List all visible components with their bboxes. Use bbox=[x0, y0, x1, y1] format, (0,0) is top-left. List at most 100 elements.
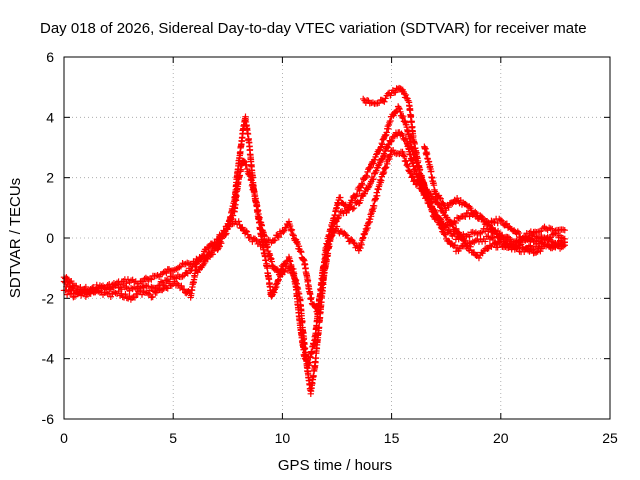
data-point bbox=[376, 159, 384, 166]
data-point bbox=[204, 255, 211, 263]
data-point bbox=[357, 184, 365, 191]
data-point bbox=[378, 156, 385, 163]
data-point bbox=[382, 164, 390, 171]
data-point bbox=[232, 201, 239, 208]
data-point bbox=[403, 162, 410, 169]
x-tick-label: 5 bbox=[169, 430, 177, 446]
data-point bbox=[369, 208, 377, 215]
data-point bbox=[122, 290, 129, 298]
data-point bbox=[148, 276, 155, 283]
data-point bbox=[146, 275, 154, 282]
data-point bbox=[174, 280, 181, 287]
data-point bbox=[328, 233, 335, 240]
data-point bbox=[463, 242, 471, 249]
data-point bbox=[235, 218, 242, 225]
data-point bbox=[515, 229, 523, 237]
data-point bbox=[485, 245, 492, 252]
data-point bbox=[274, 232, 281, 239]
data-point bbox=[409, 173, 417, 181]
data-point bbox=[497, 216, 504, 224]
data-point bbox=[152, 272, 160, 280]
data-point bbox=[68, 277, 75, 285]
data-point bbox=[494, 244, 501, 251]
x-tick-label: 25 bbox=[602, 430, 618, 446]
data-point bbox=[466, 233, 473, 240]
data-point bbox=[561, 238, 568, 246]
series-track-5 bbox=[421, 143, 568, 257]
data-point bbox=[73, 282, 80, 290]
data-point bbox=[298, 248, 305, 256]
data-point bbox=[466, 213, 473, 220]
data-point bbox=[87, 290, 94, 297]
data-point bbox=[561, 226, 568, 234]
data-point bbox=[280, 228, 287, 236]
data-point bbox=[342, 231, 349, 238]
data-point bbox=[371, 156, 379, 164]
data-point bbox=[524, 233, 532, 241]
data-point bbox=[411, 177, 418, 184]
data-point bbox=[254, 207, 262, 214]
data-point bbox=[416, 166, 424, 173]
data-point bbox=[359, 181, 366, 189]
data-point bbox=[397, 108, 404, 116]
data-point bbox=[180, 286, 188, 293]
data-point bbox=[286, 258, 294, 265]
data-point bbox=[445, 203, 452, 211]
data-point bbox=[240, 157, 247, 165]
data-point bbox=[308, 294, 315, 302]
data-point bbox=[455, 229, 463, 236]
data-point bbox=[318, 287, 325, 294]
data-point bbox=[399, 131, 406, 139]
data-point bbox=[514, 228, 521, 235]
data-point bbox=[407, 169, 415, 177]
data-point bbox=[409, 172, 416, 180]
data-point bbox=[298, 332, 306, 340]
data-point bbox=[154, 282, 162, 290]
data-point bbox=[191, 263, 199, 271]
data-point bbox=[498, 217, 506, 225]
data-point bbox=[243, 228, 251, 235]
data-point bbox=[485, 221, 492, 228]
data-point bbox=[271, 236, 279, 244]
data-point bbox=[350, 238, 357, 246]
series-track-1 bbox=[60, 113, 568, 398]
data-point bbox=[203, 254, 211, 262]
data-point bbox=[410, 178, 417, 185]
data-point bbox=[415, 180, 422, 187]
data-point bbox=[491, 240, 498, 247]
y-tick-label: 2 bbox=[46, 170, 54, 186]
data-point bbox=[382, 95, 389, 102]
y-tick-label: 4 bbox=[46, 109, 54, 125]
data-point bbox=[452, 219, 459, 227]
data-point bbox=[395, 104, 403, 112]
data-point bbox=[477, 229, 484, 237]
data-point bbox=[439, 208, 447, 216]
data-point bbox=[485, 232, 492, 240]
x-axis-label: GPS time / hours bbox=[278, 457, 392, 474]
data-point bbox=[270, 237, 278, 244]
data-point bbox=[398, 130, 405, 137]
data-point bbox=[454, 230, 462, 237]
data-point bbox=[154, 271, 161, 279]
data-point bbox=[358, 180, 365, 187]
data-point bbox=[450, 242, 458, 250]
data-point bbox=[442, 231, 449, 238]
data-point bbox=[396, 105, 403, 113]
data-point bbox=[494, 219, 501, 227]
data-point bbox=[550, 230, 558, 237]
chart-title: Day 018 of 2026, Sidereal Day-to-day VTE… bbox=[40, 20, 587, 37]
data-point bbox=[145, 283, 152, 290]
data-point bbox=[307, 296, 314, 303]
data-point bbox=[402, 91, 410, 99]
data-point bbox=[451, 218, 458, 225]
data-point bbox=[356, 187, 363, 194]
data-point bbox=[63, 291, 71, 298]
data-point bbox=[501, 236, 509, 243]
y-tick-label: -4 bbox=[42, 351, 55, 367]
data-point bbox=[200, 252, 207, 259]
data-point bbox=[527, 246, 535, 253]
data-point bbox=[402, 157, 410, 164]
data-point bbox=[248, 177, 255, 184]
data-point bbox=[183, 269, 190, 276]
series-track-4 bbox=[360, 84, 568, 243]
